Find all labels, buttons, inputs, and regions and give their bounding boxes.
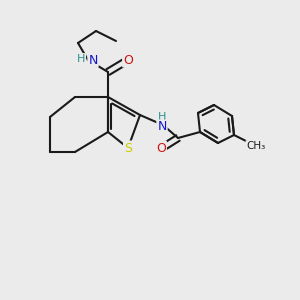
Text: O: O [123,53,133,67]
Text: O: O [156,142,166,154]
Text: N: N [88,53,98,67]
Text: N: N [157,121,167,134]
Text: H: H [77,54,85,64]
Text: CH₃: CH₃ [246,141,266,151]
Text: H: H [158,112,166,122]
Text: S: S [124,142,132,154]
